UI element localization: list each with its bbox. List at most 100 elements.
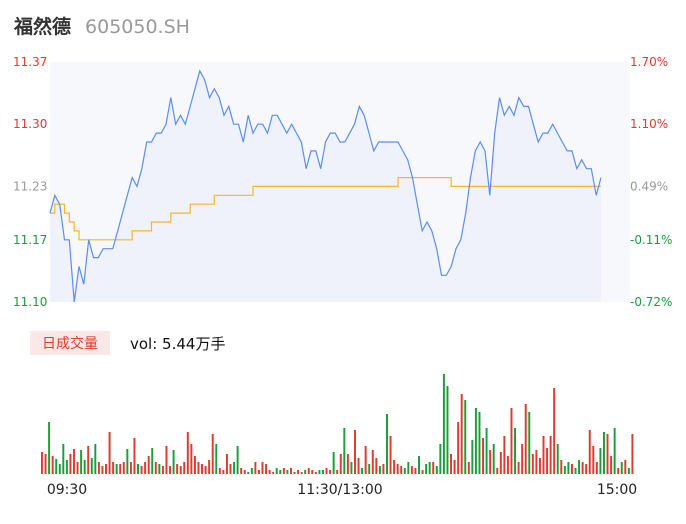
volume-bar	[354, 430, 356, 474]
volume-bar	[172, 450, 175, 474]
volume-bar	[485, 428, 488, 474]
stock-code: 605050.SH	[85, 16, 190, 38]
volume-bar	[201, 464, 204, 474]
volume-bar	[140, 466, 143, 474]
volume-bar	[567, 462, 570, 474]
volume-bar	[215, 444, 218, 474]
volume-bar	[553, 388, 556, 474]
volume-bar	[44, 454, 47, 474]
volume-bar	[83, 460, 86, 474]
volume-bar	[361, 468, 364, 474]
volume-bar	[563, 466, 566, 474]
volume-bar	[190, 444, 193, 474]
volume-bar	[421, 470, 424, 474]
volume-bar	[378, 466, 381, 474]
volume-bar	[492, 444, 495, 474]
volume-badge[interactable]: 日成交量	[30, 331, 110, 355]
volume-bar	[225, 454, 228, 474]
volume-bar	[371, 450, 374, 474]
x-tick-label: 09:30	[47, 482, 87, 498]
volume-bar	[268, 470, 271, 474]
y-tick-label: 11.17	[13, 233, 47, 247]
volume-bar	[133, 438, 136, 474]
volume-bar	[364, 446, 367, 474]
volume-bar	[514, 428, 517, 474]
volume-bar	[403, 468, 406, 474]
volume-bar	[531, 454, 534, 474]
volume-bar	[62, 444, 65, 474]
volume-bar	[496, 468, 499, 474]
volume-bar	[460, 394, 463, 474]
volume-bar	[80, 450, 83, 474]
volume-bar	[442, 374, 445, 474]
volume-bar	[585, 464, 588, 474]
volume-bar	[97, 462, 100, 474]
volume-bar	[418, 456, 420, 474]
volume-bar	[286, 470, 289, 474]
volume-bar	[414, 468, 417, 474]
price-chart: 11.37 1.70% 11.30 1.10% 11.23 0.49% 11.17 -0.11…	[13, 55, 672, 309]
volume-bar	[179, 466, 182, 474]
volume-bar	[108, 432, 111, 474]
volume-bar	[218, 468, 221, 474]
volume-bar	[506, 456, 509, 474]
volume-bar	[560, 460, 563, 474]
volume-bar	[464, 400, 467, 474]
y-tick-label: 11.30	[13, 117, 47, 131]
volume-bar	[425, 464, 428, 474]
y-tick-label: 11.23	[13, 179, 47, 193]
price-line	[49, 69, 602, 303]
volume-bar	[592, 446, 595, 474]
volume-bar	[407, 462, 410, 474]
volume-bar	[357, 458, 360, 474]
x-tick-label: 11:30/13:00	[297, 482, 382, 498]
volume-bar	[41, 452, 43, 474]
y-tick-pct-label: -0.11%	[630, 233, 672, 247]
volume-bar	[101, 466, 104, 474]
volume-bar	[524, 404, 527, 474]
y-tick-pct-label: 1.70%	[630, 55, 668, 69]
plot-background	[50, 62, 630, 302]
volume-bar	[396, 464, 399, 474]
volume-bar	[87, 446, 90, 474]
volume-bar	[410, 466, 413, 474]
volume-bar	[471, 440, 474, 474]
volume-bar	[311, 470, 314, 474]
volume-bar	[186, 432, 189, 474]
volume-value: vol: 5.44万手	[130, 334, 226, 353]
volume-bar	[489, 450, 492, 474]
volume-bar	[606, 434, 609, 474]
volume-bar	[126, 449, 129, 474]
volume-chart: 09:30 11:30/13:00 15:00	[41, 374, 637, 498]
volume-bar	[528, 412, 531, 474]
volume-bar	[243, 470, 246, 474]
volume-bar	[325, 468, 328, 474]
volume-bar	[631, 434, 634, 474]
volume-bar	[546, 448, 549, 474]
volume-bar	[183, 462, 186, 474]
volume-bar	[368, 464, 371, 474]
volume-bar	[432, 462, 435, 474]
volume-bar	[58, 464, 61, 474]
volume-bar	[293, 472, 296, 474]
x-tick-label: 15:00	[597, 482, 637, 498]
volume-bar	[65, 460, 68, 474]
volume-bar	[119, 464, 122, 474]
volume-bar	[435, 466, 438, 474]
volume-bar	[517, 462, 520, 474]
volume-bar	[48, 422, 51, 474]
volume-bar	[158, 464, 161, 474]
volume-bar	[279, 470, 282, 474]
volume-bar	[161, 466, 164, 474]
volume-bar	[247, 472, 250, 474]
y-tick-pct-label: 0.49%	[630, 179, 668, 193]
volume-bar	[549, 436, 552, 474]
volume-bar	[115, 464, 118, 474]
volume-bar	[581, 462, 584, 474]
volume-bar	[112, 462, 115, 474]
volume-bar	[428, 462, 431, 474]
volume-bar	[610, 456, 613, 474]
volume-bar	[620, 462, 623, 474]
volume-bar	[510, 408, 513, 474]
volume-bar	[599, 448, 602, 474]
